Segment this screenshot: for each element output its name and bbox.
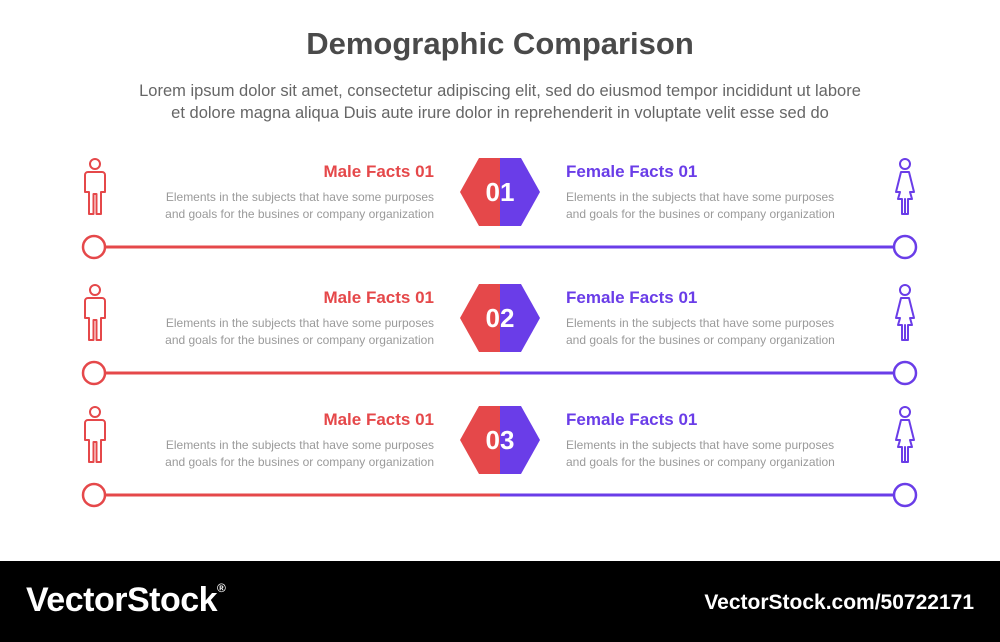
watermark-footer: VectorStock® VectorStock.com/50722171 xyxy=(0,561,1000,642)
comparison-row-1: Male Facts 01 Elements in the subjects t… xyxy=(0,156,1000,276)
description-line: Elements in the subjects that have some … xyxy=(566,190,835,204)
female-person-icon xyxy=(890,282,920,342)
male-facts-title: Male Facts 01 xyxy=(323,410,434,429)
male-facts-title: Male Facts 01 xyxy=(323,162,434,181)
comparison-line xyxy=(70,232,930,262)
number-hexagon: 01 xyxy=(459,156,541,228)
hexagon-number: 02 xyxy=(485,303,515,333)
description-line: and goals for the busines or company org… xyxy=(165,455,434,469)
male-facts-description: Elements in the subjects that have some … xyxy=(165,189,434,223)
female-facts-description: Elements in the subjects that have some … xyxy=(566,315,835,349)
comparison-row-2: Male Facts 01 Elements in the subjects t… xyxy=(0,282,1000,402)
subtitle-line: et dolore magna aliqua Duis aute irure d… xyxy=(171,104,829,122)
comparison-line xyxy=(70,358,930,388)
comparison-row-3: Male Facts 01 Elements in the subjects t… xyxy=(0,404,1000,524)
female-person-icon xyxy=(890,404,920,464)
subtitle-line: Lorem ipsum dolor sit amet, consectetur … xyxy=(139,82,861,100)
male-facts-description: Elements in the subjects that have some … xyxy=(165,315,434,349)
brand-name: VectorStock xyxy=(26,581,218,619)
hexagon-number: 03 xyxy=(485,425,515,455)
description-line: Elements in the subjects that have some … xyxy=(165,190,434,204)
female-facts-title: Female Facts 01 xyxy=(566,288,698,307)
description-line: and goals for the busines or company org… xyxy=(566,333,835,347)
number-hexagon: 03 xyxy=(459,404,541,476)
description-line: and goals for the busines or company org… xyxy=(165,207,434,221)
description-line: Elements in the subjects that have some … xyxy=(566,438,835,452)
stock-id: VectorStock.com/50722171 xyxy=(704,591,974,614)
description-line: Elements in the subjects that have some … xyxy=(165,438,434,452)
male-person-icon xyxy=(80,282,110,342)
number-hexagon: 02 xyxy=(459,282,541,354)
male-person-icon xyxy=(80,156,110,216)
description-line: and goals for the busines or company org… xyxy=(165,333,434,347)
male-facts-title: Male Facts 01 xyxy=(323,288,434,307)
male-person-icon xyxy=(80,404,110,464)
page-subtitle: Lorem ipsum dolor sit amet, consectetur … xyxy=(40,80,960,124)
description-line: Elements in the subjects that have some … xyxy=(566,316,835,330)
female-facts-title: Female Facts 01 xyxy=(566,162,698,181)
description-line: and goals for the busines or company org… xyxy=(566,455,835,469)
female-facts-description: Elements in the subjects that have some … xyxy=(566,189,835,223)
hexagon-number: 01 xyxy=(485,177,515,207)
male-facts-description: Elements in the subjects that have some … xyxy=(165,437,434,471)
page-title: Demographic Comparison xyxy=(306,26,694,61)
registered-mark: ® xyxy=(217,581,226,595)
description-line: and goals for the busines or company org… xyxy=(566,207,835,221)
brand-logo: VectorStock® xyxy=(26,581,226,620)
description-line: Elements in the subjects that have some … xyxy=(165,316,434,330)
female-facts-title: Female Facts 01 xyxy=(566,410,698,429)
female-facts-description: Elements in the subjects that have some … xyxy=(566,437,835,471)
comparison-line xyxy=(70,480,930,510)
female-person-icon xyxy=(890,156,920,216)
